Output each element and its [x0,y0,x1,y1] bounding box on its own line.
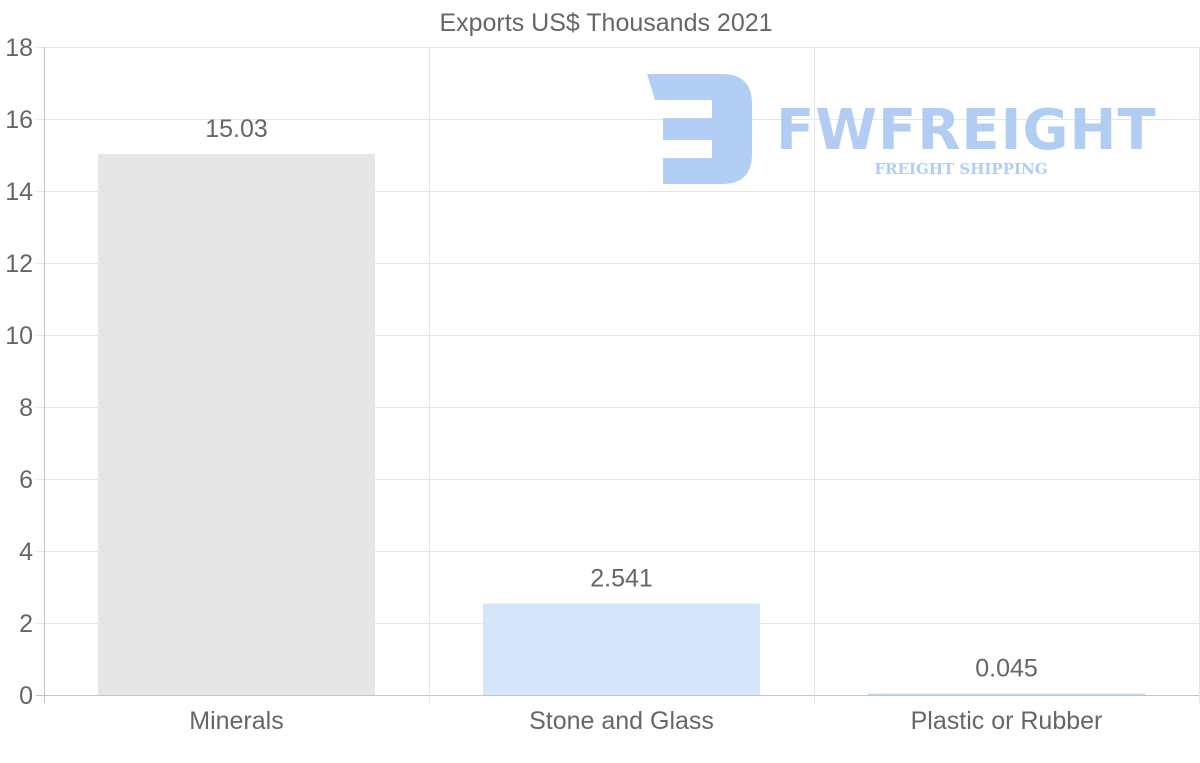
y-tick-label: 18 [5,34,33,62]
watermark-tagline: FREIGHT SHIPPING [874,160,1047,178]
bar-stone-and-glass[interactable] [483,603,760,695]
y-tick-label: 12 [5,250,33,278]
y-tick-label: 14 [5,178,33,206]
y-tick-label: 16 [5,106,33,134]
y-tick-label: 0 [19,682,33,710]
y-tick-label: 8 [19,394,33,422]
bar-minerals[interactable] [98,153,375,696]
x-tick-label: Plastic or Rubber [911,707,1103,735]
bar-plastic-or-rubber[interactable] [868,693,1145,695]
bar-value-label: 0.045 [975,654,1038,682]
y-axis-tick-labels: 0 2 4 6 8 10 12 14 16 18 [5,34,33,710]
bar-value-label: 2.541 [590,565,653,593]
x-tick-label: Stone and Glass [529,707,714,735]
bars [98,153,1145,696]
y-tick-label: 10 [5,322,33,350]
watermark-brand: FWFREIGHT [776,98,1157,163]
bar-value-labels: 15.03 2.541 0.045 [205,115,1038,682]
fwfreight-logo-icon [647,74,752,184]
y-tick-label: 4 [19,538,33,566]
watermark-logo: FWFREIGHT FREIGHT SHIPPING [647,74,1157,184]
y-tick-label: 6 [19,466,33,494]
x-axis-tick-labels: Minerals Stone and Glass Plastic or Rubber [189,707,1102,735]
x-tick-label: Minerals [189,707,283,735]
bar-value-label: 15.03 [205,115,268,143]
chart-title: Exports US$ Thousands 2021 [439,9,772,37]
y-tick-label: 2 [19,610,33,638]
